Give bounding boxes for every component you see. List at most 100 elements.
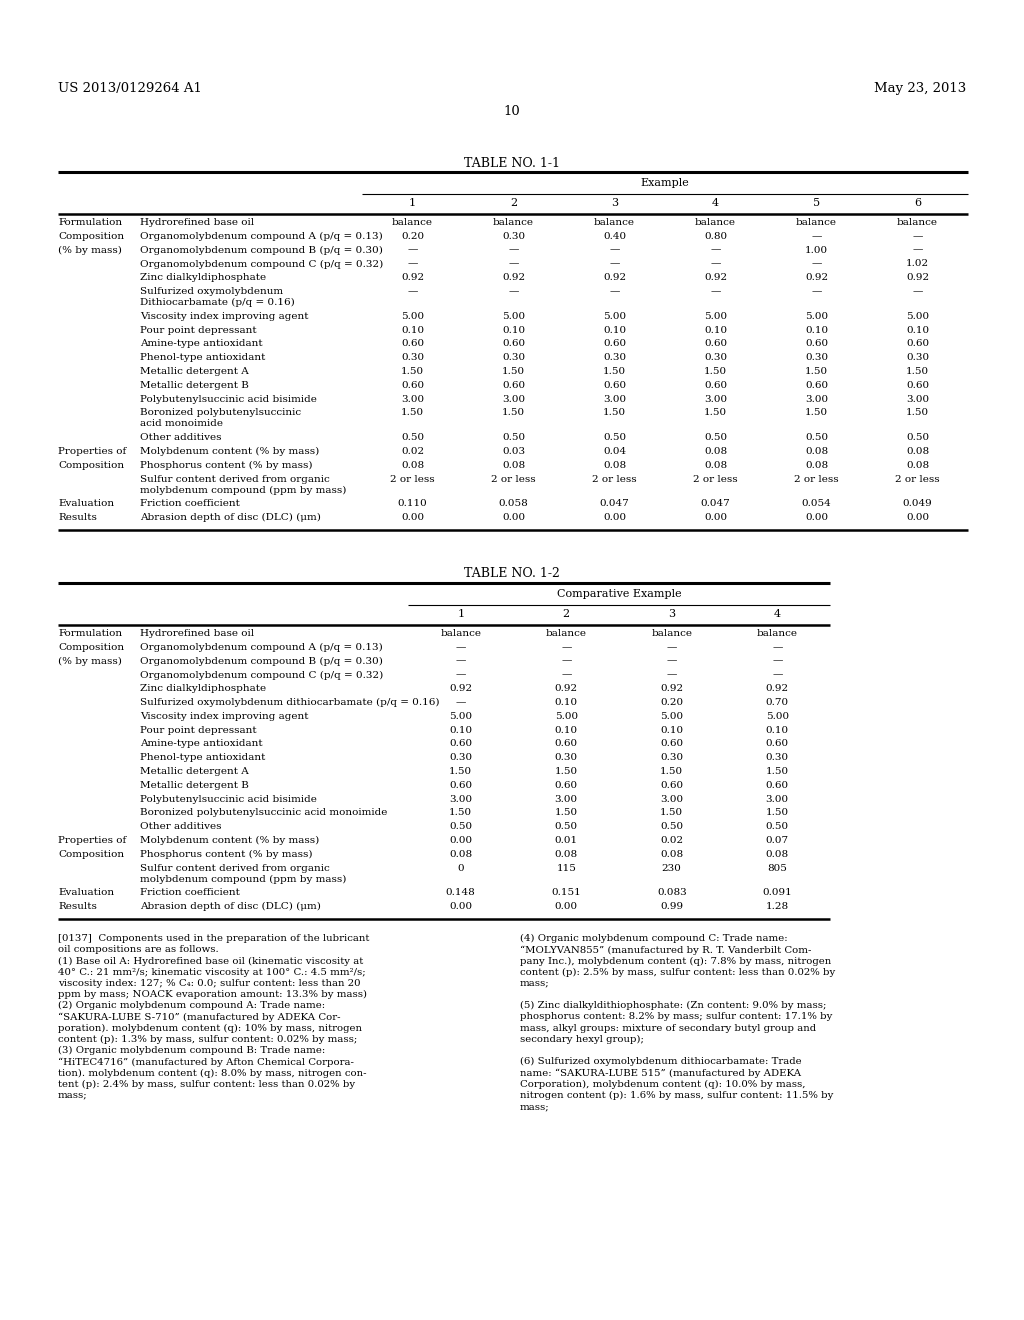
Text: 4: 4 [774,609,781,619]
Text: 0.60: 0.60 [555,739,578,748]
Text: Phosphorus content (% by mass): Phosphorus content (% by mass) [140,461,312,470]
Text: Phenol-type antioxidant: Phenol-type antioxidant [140,754,265,762]
Text: 0.50: 0.50 [555,822,578,832]
Text: 0.110: 0.110 [397,499,427,508]
Text: —: — [408,286,418,296]
Text: Comparative Example: Comparative Example [557,589,681,599]
Text: 0.08: 0.08 [603,461,626,470]
Text: —: — [456,698,466,708]
Text: [0137]  Components used in the preparation of the lubricant: [0137] Components used in the preparatio… [58,935,370,942]
Text: 0.60: 0.60 [603,380,626,389]
Text: 5.00: 5.00 [555,711,578,721]
Text: Metallic detergent A: Metallic detergent A [140,767,249,776]
Text: (5) Zinc dialkyldithiophosphate: (Zn content: 9.0% by mass;: (5) Zinc dialkyldithiophosphate: (Zn con… [520,1001,826,1010]
Text: 0.08: 0.08 [555,850,578,859]
Text: 1.50: 1.50 [603,408,626,417]
Text: —: — [711,260,721,268]
Text: 2: 2 [562,609,569,619]
Text: balance: balance [757,630,798,638]
Text: (1) Base oil A: Hydrorefined base oil (kinematic viscosity at: (1) Base oil A: Hydrorefined base oil (k… [58,957,364,965]
Text: Metallic detergent B: Metallic detergent B [140,781,249,789]
Text: 2 or less: 2 or less [390,475,435,483]
Text: 0.30: 0.30 [603,354,626,362]
Text: Metallic detergent B: Metallic detergent B [140,380,249,389]
Text: —: — [561,643,571,652]
Text: 0.10: 0.10 [805,326,828,334]
Text: —: — [667,643,677,652]
Text: 3.00: 3.00 [603,395,626,404]
Text: —: — [609,246,620,255]
Text: 0.30: 0.30 [502,232,525,240]
Text: —: — [508,286,519,296]
Text: Organomolybdenum compound A (p/q = 0.13): Organomolybdenum compound A (p/q = 0.13) [140,232,383,242]
Text: molybdenum compound (ppm by mass): molybdenum compound (ppm by mass) [140,486,346,495]
Text: Composition: Composition [58,232,124,240]
Text: content (p): 2.5% by mass, sulfur content: less than 0.02% by: content (p): 2.5% by mass, sulfur conten… [520,968,836,977]
Text: TABLE NO. 1-2: TABLE NO. 1-2 [464,568,560,579]
Text: —: — [912,246,923,255]
Text: 3.00: 3.00 [401,395,424,404]
Text: Sulfur content derived from organic: Sulfur content derived from organic [140,863,330,873]
Text: “SAKURA-LUBE S-710” (manufactured by ADEKA Cor-: “SAKURA-LUBE S-710” (manufactured by ADE… [58,1012,341,1022]
Text: Amine-type antioxidant: Amine-type antioxidant [140,339,262,348]
Text: 1.50: 1.50 [555,767,578,776]
Text: 0.92: 0.92 [906,273,929,282]
Text: 1.00: 1.00 [805,246,828,255]
Text: Composition: Composition [58,850,124,859]
Text: 0.60: 0.60 [555,781,578,789]
Text: 2: 2 [510,198,517,209]
Text: 3.00: 3.00 [660,795,683,804]
Text: 1.50: 1.50 [450,808,472,817]
Text: 0.50: 0.50 [502,433,525,442]
Text: 0.30: 0.30 [450,754,472,762]
Text: May 23, 2013: May 23, 2013 [873,82,966,95]
Text: secondary hexyl group);: secondary hexyl group); [520,1035,644,1044]
Text: 0.08: 0.08 [906,461,929,470]
Text: Phenol-type antioxidant: Phenol-type antioxidant [140,354,265,362]
Text: 0.10: 0.10 [450,726,472,735]
Text: balance: balance [796,218,837,227]
Text: 1.28: 1.28 [766,902,788,911]
Text: 0.01: 0.01 [555,836,578,845]
Text: Boronized polybutenylsuccinic: Boronized polybutenylsuccinic [140,408,301,417]
Text: 0.60: 0.60 [805,339,828,348]
Text: (% by mass): (% by mass) [58,246,122,255]
Text: 115: 115 [556,863,577,873]
Text: Formulation: Formulation [58,218,122,227]
Text: 5.00: 5.00 [660,711,683,721]
Text: 0.08: 0.08 [502,461,525,470]
Text: Formulation: Formulation [58,630,122,638]
Text: 0.083: 0.083 [656,888,687,898]
Text: Hydrorefined base oil: Hydrorefined base oil [140,218,254,227]
Text: —: — [561,656,571,665]
Text: 5.00: 5.00 [603,312,626,321]
Text: 0.10: 0.10 [401,326,424,334]
Text: pany Inc.), molybdenum content (q): 7.8% by mass, nitrogen: pany Inc.), molybdenum content (q): 7.8%… [520,957,831,965]
Text: 0.70: 0.70 [766,698,788,708]
Text: oil compositions are as follows.: oil compositions are as follows. [58,945,219,954]
Text: 1.50: 1.50 [502,367,525,376]
Text: Evaluation: Evaluation [58,888,114,898]
Text: 0.30: 0.30 [766,754,788,762]
Text: 0.00: 0.00 [502,513,525,523]
Text: —: — [456,656,466,665]
Text: —: — [912,232,923,240]
Text: 1.50: 1.50 [805,408,828,417]
Text: “HiTEC4716” (manufactured by Afton Chemical Corpora-: “HiTEC4716” (manufactured by Afton Chemi… [58,1057,354,1067]
Text: 1.50: 1.50 [555,808,578,817]
Text: 0.10: 0.10 [555,698,578,708]
Text: —: — [811,260,821,268]
Text: 0.10: 0.10 [555,726,578,735]
Text: 0.60: 0.60 [906,380,929,389]
Text: Dithiocarbamate (p/q = 0.16): Dithiocarbamate (p/q = 0.16) [140,298,295,308]
Text: 0.30: 0.30 [660,754,683,762]
Text: 0.92: 0.92 [502,273,525,282]
Text: Viscosity index improving agent: Viscosity index improving agent [140,711,308,721]
Text: tion). molybdenum content (q): 8.0% by mass, nitrogen con-: tion). molybdenum content (q): 8.0% by m… [58,1068,367,1077]
Text: 1.50: 1.50 [603,367,626,376]
Text: 40° C.: 21 mm²/s; kinematic viscosity at 100° C.: 4.5 mm²/s;: 40° C.: 21 mm²/s; kinematic viscosity at… [58,968,366,977]
Text: Sulfurized oxymolybdenum: Sulfurized oxymolybdenum [140,286,283,296]
Text: 0.00: 0.00 [450,902,472,911]
Text: —: — [667,656,677,665]
Text: name: “SAKURA-LUBE 515” (manufactured by ADEKA: name: “SAKURA-LUBE 515” (manufactured by… [520,1068,801,1077]
